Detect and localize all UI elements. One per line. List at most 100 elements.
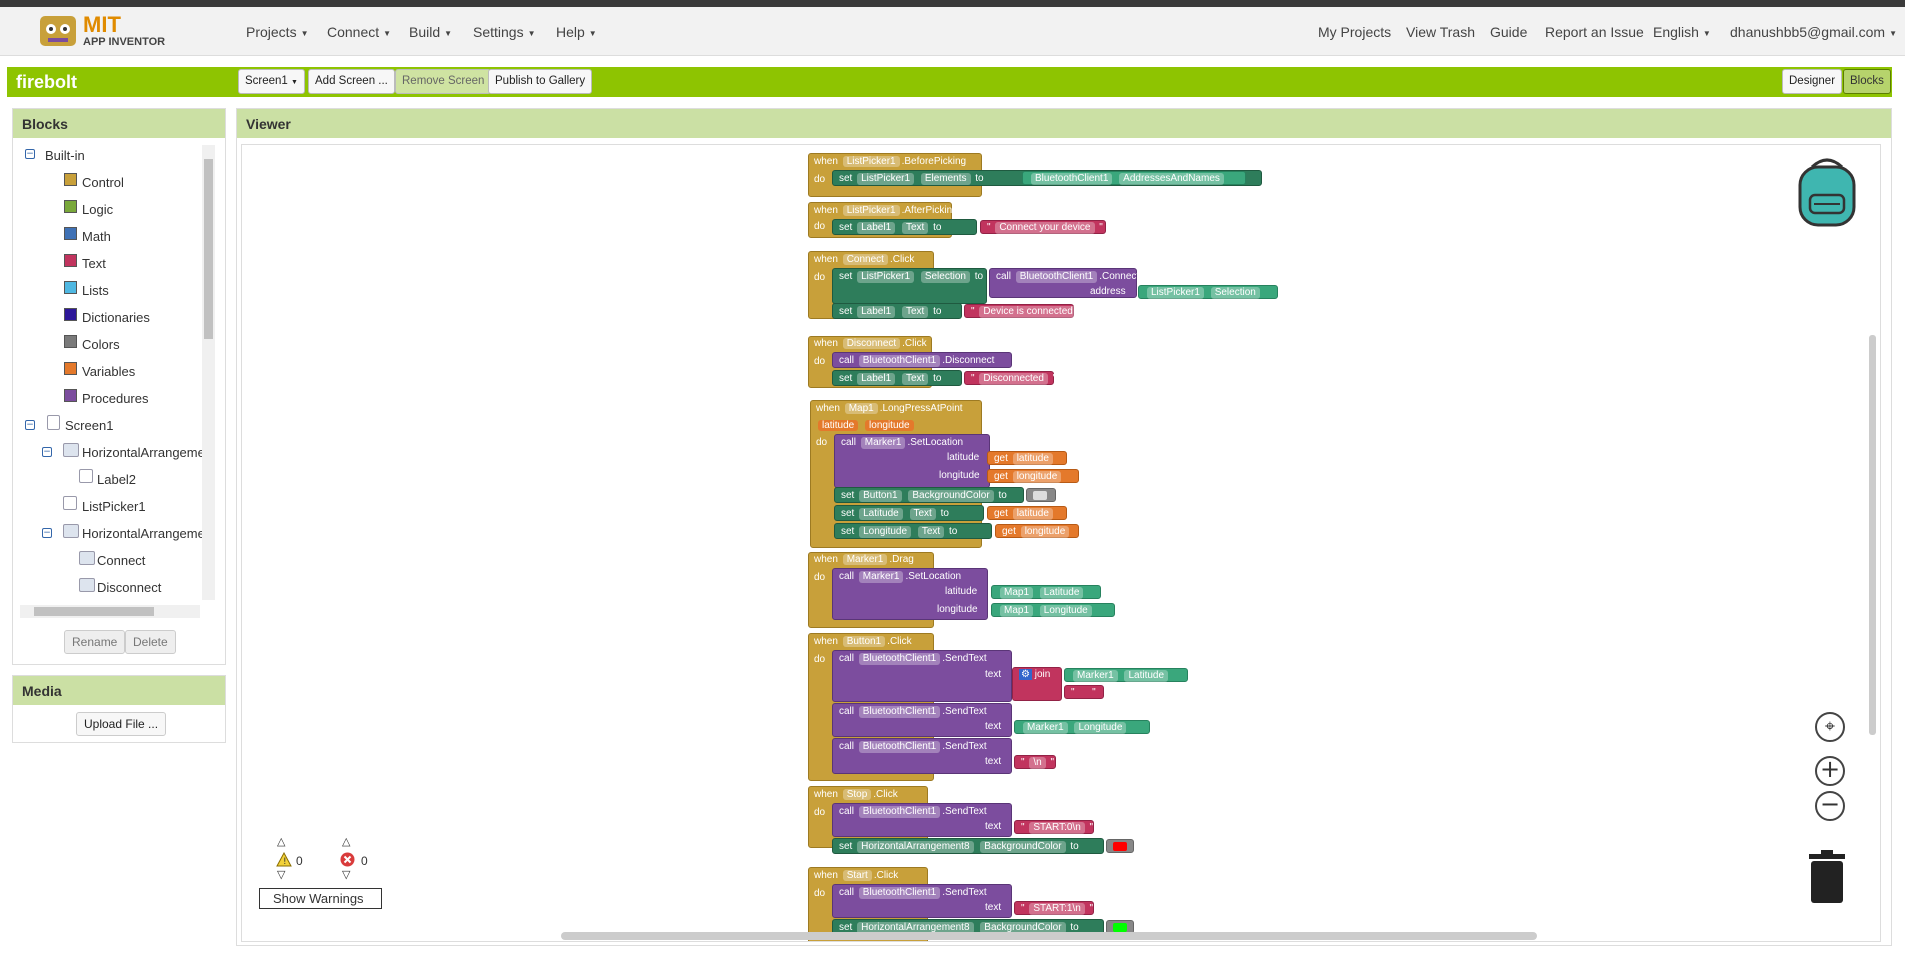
menu-account[interactable]: dhanushbb5@gmail.com ▼ <box>1730 24 1897 40</box>
call-block[interactable]: call Marker1 .SetLocation <box>834 434 990 488</box>
call-block[interactable]: call BluetoothClient1 .Connect <box>989 268 1139 298</box>
get-block[interactable]: get longitude <box>987 469 1079 483</box>
call-block[interactable]: call BluetoothClient1 .SendText <box>832 650 1012 702</box>
zoom-out-icon[interactable]: − <box>1815 791 1845 821</box>
text-block[interactable]: " START:0\n " <box>1014 820 1094 834</box>
component-property-block[interactable]: Marker1 Latitude <box>1064 668 1188 682</box>
set-block[interactable]: set Button1 BackgroundColor to <box>834 487 1024 503</box>
text-block[interactable]: " Disconnected " <box>964 371 1056 385</box>
logo-icon <box>40 16 76 46</box>
screen-select[interactable]: Screen1 ▼ <box>238 69 305 94</box>
backpack-icon[interactable] <box>1792 155 1862 230</box>
text-block[interactable]: " Device is connected " <box>964 304 1085 318</box>
menu-language[interactable]: English ▼ <box>1653 24 1711 40</box>
set-block[interactable]: set Label1 Text to <box>832 303 962 319</box>
call-block[interactable]: call BluetoothClient1 .SendText <box>832 703 1012 737</box>
component-property-block[interactable]: Map1 Longitude <box>991 603 1115 617</box>
link-my-projects[interactable]: My Projects <box>1318 24 1392 40</box>
arrangement-icon <box>63 524 79 538</box>
set-block[interactable]: set Label1 Text to <box>832 370 962 386</box>
component-property-block[interactable]: Marker1 Longitude <box>1014 720 1150 734</box>
color-block[interactable] <box>1106 839 1134 853</box>
collapse-icon[interactable]: − <box>42 528 52 538</box>
join-block[interactable]: ⚙ join <box>1012 667 1062 701</box>
get-block[interactable]: get longitude <box>995 524 1079 538</box>
rename-button[interactable]: Rename <box>64 630 126 654</box>
get-block[interactable]: get latitude <box>987 451 1067 465</box>
set-block[interactable]: set Longitude Text to <box>834 523 992 539</box>
tree-screen1[interactable]: Screen1 <box>65 418 114 433</box>
remove-screen-button[interactable]: Remove Screen <box>395 69 492 94</box>
set-block[interactable]: set ListPicker1 Selection to <box>832 268 987 304</box>
component-property-block[interactable]: BluetoothClient1 AddressesAndNames <box>1022 171 1246 185</box>
tree-horizontal-scrollbar[interactable] <box>20 605 200 618</box>
tree-item-logic[interactable]: Logic <box>82 202 114 217</box>
call-block[interactable]: call Marker1 .SetLocation <box>832 568 988 620</box>
publish-gallery-button[interactable]: Publish to Gallery <box>488 69 593 94</box>
text-block[interactable]: " \n " <box>1014 755 1056 769</box>
tree-item-math[interactable]: Math <box>82 229 111 244</box>
tree-disconnect[interactable]: Disconnect <box>97 580 162 595</box>
menu-projects[interactable]: Projects ▼ <box>246 24 309 40</box>
error-prev-arrow-icon[interactable]: △ <box>342 836 351 848</box>
color-block[interactable] <box>1026 488 1056 502</box>
tree-item-dictionaries[interactable]: Dictionaries <box>82 310 150 325</box>
component-property-block[interactable]: Map1 Latitude <box>991 585 1101 599</box>
tree-item-lists[interactable]: Lists <box>82 283 109 298</box>
designer-button[interactable]: Designer <box>1782 69 1843 94</box>
menu-help[interactable]: Help ▼ <box>556 24 597 40</box>
trash-icon[interactable] <box>1805 850 1849 906</box>
zoom-in-icon[interactable]: + <box>1815 756 1845 786</box>
workspace-horizontal-scrollbar[interactable] <box>561 932 1537 940</box>
tree-vertical-scrollbar[interactable] <box>202 145 215 600</box>
link-view-trash[interactable]: View Trash <box>1406 24 1475 40</box>
tree-item-variables[interactable]: Variables <box>82 364 136 379</box>
call-block[interactable]: call BluetoothClient1 .SendText <box>832 884 1012 918</box>
link-guide[interactable]: Guide <box>1490 24 1528 40</box>
app-logo[interactable]: MIT APP INVENTOR <box>36 12 166 52</box>
tree-builtin[interactable]: Built-in <box>45 148 85 163</box>
block-text: latitude <box>945 586 978 597</box>
tree-connect[interactable]: Connect <box>97 553 146 568</box>
text-block[interactable]: " " <box>1064 685 1104 699</box>
upload-file-button[interactable]: Upload File ... <box>76 712 167 736</box>
tree-item-control[interactable]: Control <box>82 175 124 190</box>
menu-connect[interactable]: Connect ▼ <box>327 24 391 40</box>
blocks-button[interactable]: Blocks <box>1843 69 1891 94</box>
call-block[interactable]: call BluetoothClient1 .SendText <box>832 803 1012 837</box>
delete-button[interactable]: Delete <box>125 630 176 654</box>
add-screen-button[interactable]: Add Screen ... <box>308 69 395 94</box>
collapse-icon[interactable]: − <box>25 149 35 159</box>
blocks-workspace[interactable]: when ListPicker1 .BeforePicking do set Li… <box>241 144 1881 942</box>
component-property-block[interactable]: ListPicker1 Selection <box>1138 285 1278 299</box>
tree-item-colors[interactable]: Colors <box>82 337 120 352</box>
text-block[interactable]: " Connect your device " <box>980 220 1106 234</box>
warning-prev-arrow-icon[interactable]: △ <box>277 836 286 848</box>
set-block[interactable]: set HorizontalArrangement8 BackgroundCol… <box>832 919 1104 935</box>
project-name: firebolt <box>16 72 77 92</box>
tree-horizontalarrangement[interactable]: HorizontalArrangemer <box>82 526 202 541</box>
set-block[interactable]: set Label1 Text to <box>832 219 977 235</box>
link-report-issue[interactable]: Report an Issue <box>1545 24 1644 40</box>
tree-label2[interactable]: Label2 <box>97 472 137 487</box>
tree-item-text[interactable]: Text <box>82 256 106 271</box>
collapse-icon[interactable]: − <box>42 447 52 457</box>
show-warnings-button[interactable]: Show Warnings <box>259 888 382 909</box>
error-next-arrow-icon[interactable]: ▽ <box>342 869 351 881</box>
menu-settings[interactable]: Settings ▼ <box>473 24 536 40</box>
tree-horizontalarrangement[interactable]: HorizontalArrangemer <box>82 445 202 460</box>
call-block[interactable]: call BluetoothClient1 .SendText <box>832 738 1012 774</box>
tree-item-procedures[interactable]: Procedures <box>82 391 149 406</box>
collapse-icon[interactable]: − <box>25 420 35 430</box>
set-block[interactable]: set HorizontalArrangement8 BackgroundCol… <box>832 838 1104 854</box>
tree-listpicker1[interactable]: ListPicker1 <box>82 499 146 514</box>
block-text: when ListPicker1 .AfterPicking <box>814 205 958 216</box>
warning-next-arrow-icon[interactable]: ▽ <box>277 869 286 881</box>
workspace-vertical-scrollbar[interactable] <box>1869 335 1876 735</box>
recenter-icon[interactable]: ⌖ <box>1815 712 1845 742</box>
set-block[interactable]: set Latitude Text to <box>834 505 984 521</box>
menu-build[interactable]: Build ▼ <box>409 24 452 40</box>
get-block[interactable]: get latitude <box>987 506 1067 520</box>
call-block[interactable]: call BluetoothClient1 .Disconnect <box>832 352 1012 368</box>
text-block[interactable]: " START:1\n " <box>1014 901 1094 915</box>
